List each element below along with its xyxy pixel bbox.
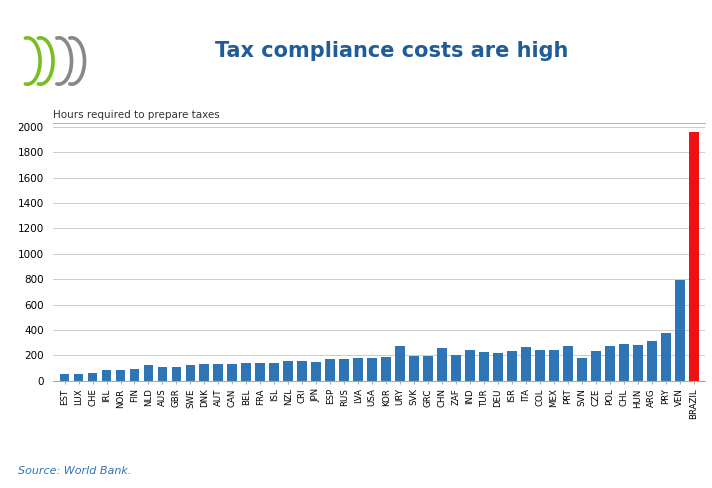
Bar	[269, 363, 279, 381]
Bar	[661, 333, 671, 381]
Bar	[549, 350, 559, 381]
Bar	[395, 346, 405, 381]
Bar	[298, 361, 307, 381]
Bar	[409, 356, 419, 381]
Bar	[88, 373, 98, 381]
Bar	[102, 370, 111, 381]
Bar	[591, 351, 601, 381]
Bar	[535, 350, 545, 381]
Text: Source: World Bank.: Source: World Bank.	[18, 466, 131, 476]
Bar	[214, 364, 224, 381]
Bar	[465, 350, 475, 381]
Bar	[605, 346, 614, 381]
Bar	[367, 358, 377, 381]
Bar	[479, 352, 489, 381]
Bar	[353, 358, 363, 381]
Bar	[73, 374, 83, 381]
Bar	[311, 362, 321, 381]
Bar	[144, 365, 153, 381]
Bar	[577, 358, 587, 381]
Bar	[675, 280, 685, 381]
Bar	[423, 356, 433, 381]
Bar	[256, 363, 265, 381]
Bar	[507, 351, 517, 381]
Bar	[199, 364, 209, 381]
Bar	[157, 367, 167, 381]
Bar	[689, 132, 698, 381]
Bar	[647, 341, 656, 381]
Bar	[633, 346, 643, 381]
Text: Hours required to prepare taxes: Hours required to prepare taxes	[53, 110, 220, 120]
Bar	[521, 346, 531, 381]
Bar	[60, 374, 70, 381]
Bar	[115, 370, 125, 381]
Bar	[381, 357, 391, 381]
Bar	[186, 365, 195, 381]
Bar	[619, 344, 629, 381]
Bar	[283, 361, 293, 381]
Bar	[563, 346, 572, 381]
Bar	[451, 355, 461, 381]
Bar	[493, 353, 503, 381]
Bar	[172, 366, 182, 381]
Bar	[340, 359, 349, 381]
Bar	[437, 347, 447, 381]
Bar	[325, 360, 335, 381]
Text: Tax compliance costs are high: Tax compliance costs are high	[215, 41, 568, 61]
Bar	[130, 369, 140, 381]
Bar	[227, 364, 237, 381]
Bar	[241, 364, 251, 381]
